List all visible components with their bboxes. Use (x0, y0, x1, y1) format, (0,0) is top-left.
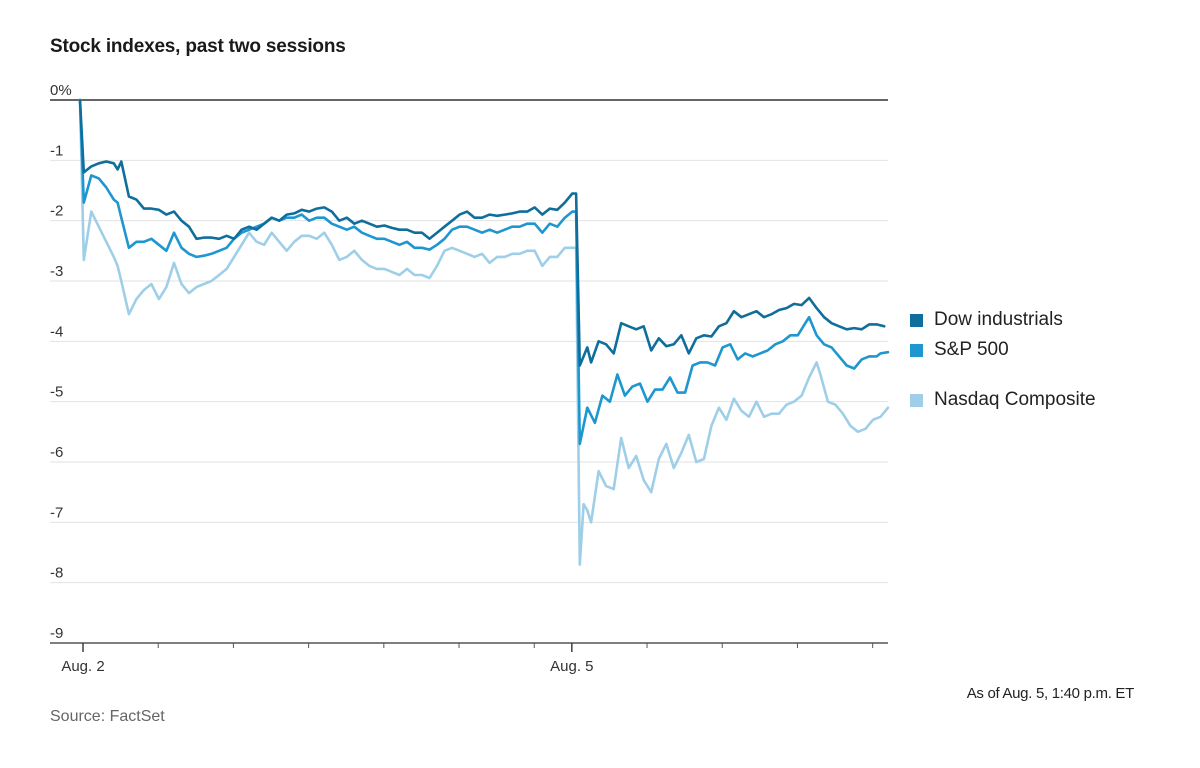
chart-title: Stock indexes, past two sessions (50, 36, 346, 57)
legend-label-sp500: S&P 500 (934, 339, 1009, 360)
dow-industrials-line (78, 98, 886, 367)
source-note: Source: FactSet (50, 708, 165, 725)
x-tick-label: Aug. 2 (61, 658, 104, 675)
y-tick-label: -8 (50, 565, 63, 582)
y-tick-label: -1 (50, 142, 63, 159)
series-lines (78, 98, 890, 566)
grid-lines (50, 99, 888, 644)
y-tick-labels: 0% -1 -2 -3 -4 -5 -6 -7 -8 -9 (50, 82, 72, 642)
legend-item-nasdaq: Nasdaq Composite (910, 385, 1190, 415)
y-tick-label: -4 (50, 323, 63, 340)
y-tick-label: -6 (50, 444, 63, 461)
legend-item-dow: Dow industrials (910, 305, 1190, 335)
legend-swatch-nasdaq (910, 393, 923, 407)
y-tick-label: -9 (50, 625, 63, 642)
y-tick-label: -5 (50, 384, 63, 401)
y-tick-label: -2 (50, 203, 63, 220)
legend-swatch-sp500 (910, 343, 923, 357)
x-tick-label: Aug. 5 (550, 658, 593, 675)
x-axis: Aug. 2 Aug. 5 (50, 642, 888, 675)
legend: Dow industrials S&P 500 Nasdaq Composite (910, 305, 1190, 415)
legend-label-nasdaq: Nasdaq Composite (934, 389, 1096, 410)
y-tick-label: -3 (50, 263, 63, 280)
as-of-note: As of Aug. 5, 1:40 p.m. ET (966, 685, 1135, 702)
legend-item-sp500: S&P 500 (910, 335, 1190, 365)
sp500-line (78, 98, 890, 446)
y-tick-label: -7 (50, 504, 63, 521)
nasdaq-composite-line (78, 98, 890, 566)
legend-swatch-dow (910, 313, 923, 327)
y-tick-label: 0% (50, 82, 72, 99)
legend-label-dow: Dow industrials (934, 309, 1063, 330)
